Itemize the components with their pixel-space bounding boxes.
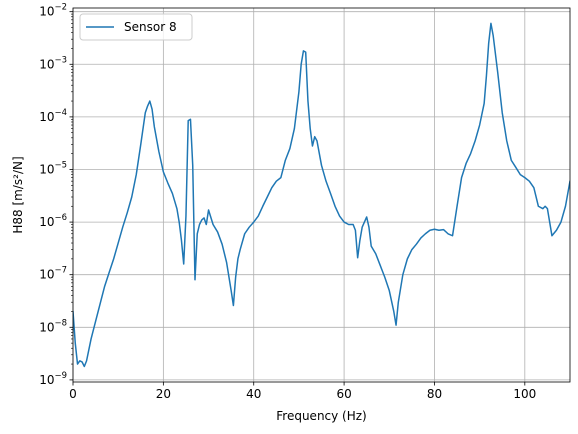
y-tick-label: 10−3 (39, 55, 67, 71)
y-tick-base: 10 (39, 5, 54, 19)
y-tick-base: 10 (39, 162, 54, 176)
y-tick-label: 10−8 (39, 318, 67, 334)
x-axis-ticks: 0 20 40 60 80 100 (69, 382, 536, 401)
y-tick-base: 10 (39, 268, 54, 282)
y-tick-base: 10 (39, 57, 54, 71)
x-tick-label: 60 (336, 387, 351, 401)
x-tick-label: 0 (69, 387, 77, 401)
series-layer (73, 23, 570, 366)
x-tick-label: 20 (156, 387, 171, 401)
y-tick-label: 10−6 (39, 213, 67, 229)
x-axis-label: Frequency (Hz) (276, 409, 367, 423)
x-tick-label: 100 (513, 387, 536, 401)
y-tick-base: 10 (39, 215, 54, 229)
legend-label: Sensor 8 (124, 20, 177, 34)
y-tick-power: −7 (54, 266, 67, 276)
x-tick-label: 40 (246, 387, 261, 401)
y-tick-label: 10−5 (39, 160, 67, 176)
y-tick-base: 10 (39, 320, 54, 334)
y-tick-power: −5 (54, 160, 67, 170)
y-tick-power: −9 (54, 371, 67, 381)
legend: Sensor 8 (80, 14, 192, 40)
y-tick-label: 10−7 (39, 266, 67, 282)
y-axis-ticks: 10−910−810−710−610−510−410−310−2 (39, 3, 73, 387)
y-tick-label: 10−2 (39, 3, 67, 19)
y-tick-power: −3 (54, 55, 67, 65)
y-tick-base: 10 (39, 373, 54, 387)
y-tick-power: −2 (54, 3, 67, 13)
y-axis-label: H88 [m/s²/N] (11, 156, 25, 233)
y-tick-power: −4 (54, 108, 67, 118)
y-tick-label: 10−4 (39, 108, 67, 124)
grid (73, 8, 570, 382)
y-tick-base: 10 (39, 110, 54, 124)
y-tick-label: 10−9 (39, 371, 67, 387)
series-line-sensor-8 (73, 23, 570, 366)
y-tick-power: −8 (54, 318, 67, 328)
x-tick-label: 80 (427, 387, 442, 401)
y-tick-power: −6 (54, 213, 67, 223)
